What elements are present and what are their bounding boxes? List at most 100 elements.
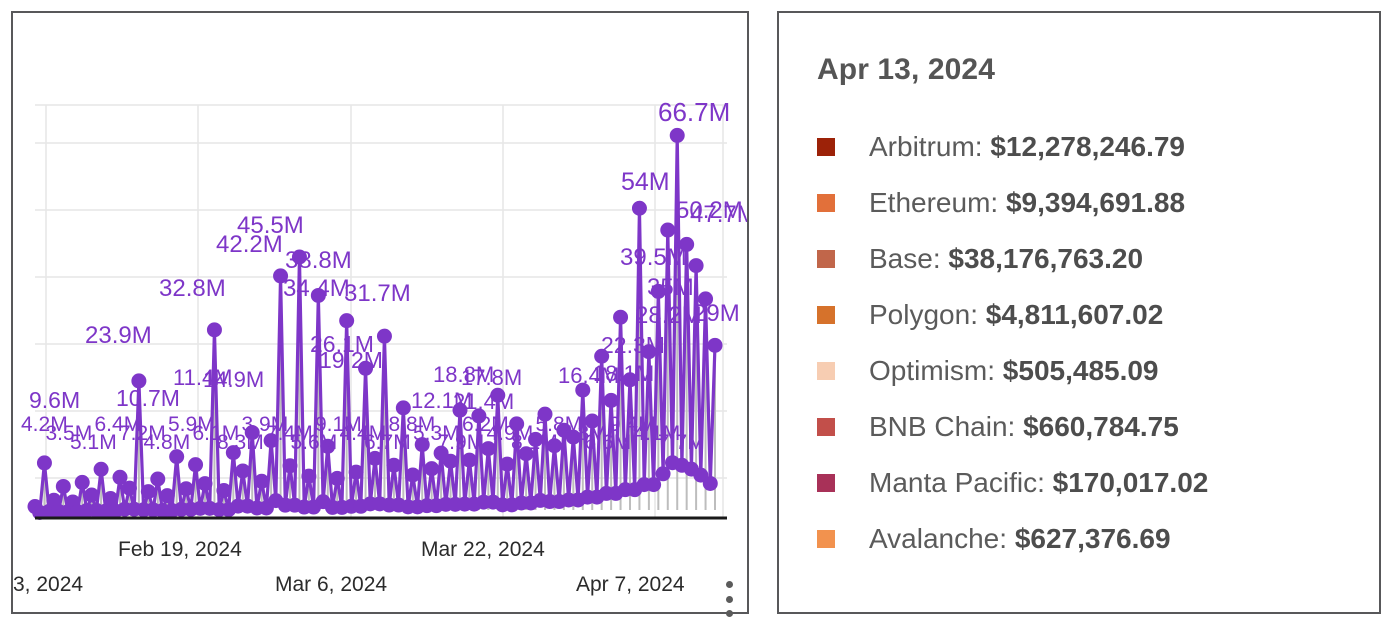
- data-point-label: 8.8M: [389, 413, 436, 436]
- data-point: [235, 463, 251, 479]
- data-point: [376, 328, 392, 344]
- data-point-label: 3.9M: [242, 413, 289, 436]
- data-point: [320, 438, 336, 454]
- tooltip-series-value: $170,017.02: [1052, 467, 1209, 498]
- tooltip-row: Base: $38,176,763.20: [817, 231, 1379, 287]
- data-point: [159, 488, 175, 504]
- series-color-swatch: [817, 474, 835, 492]
- tooltip-series-value: $4,811,607.02: [985, 299, 1164, 330]
- data-point-label: 12.1M: [411, 388, 472, 413]
- data-point-label: 22.3M: [601, 332, 665, 358]
- data-point-label: 19.2M: [319, 347, 383, 373]
- data-point-label: 18.1M: [593, 361, 654, 386]
- data-point-label: 4.1M: [634, 422, 681, 445]
- data-point: [698, 291, 714, 307]
- data-point: [282, 458, 298, 474]
- data-point: [150, 471, 166, 487]
- series-color-swatch: [817, 418, 835, 436]
- data-point-label: 47.7M: [690, 201, 747, 228]
- data-point-label: 6.6M: [585, 431, 632, 454]
- data-point-label: 4.2M: [21, 413, 68, 436]
- data-point: [528, 431, 544, 447]
- data-point: [395, 400, 411, 416]
- data-point: [565, 429, 581, 445]
- data-point-label: 6.4M: [95, 413, 142, 436]
- data-point-label: 4.4M: [340, 422, 387, 445]
- tooltip-series-name: Manta Pacific: [869, 467, 1038, 498]
- tooltip-series-value: $627,376.69: [1014, 523, 1171, 554]
- data-point: [688, 258, 704, 274]
- data-point: [301, 468, 317, 484]
- data-point: [414, 437, 430, 453]
- data-point: [707, 337, 723, 353]
- data-point-label: 4.8M: [144, 431, 191, 454]
- data-point-label: 54M: [621, 168, 670, 196]
- series-color-swatch: [817, 138, 835, 156]
- tooltip-series-list: Arbitrum: $12,278,246.79 Ethereum: $9,394…: [817, 119, 1379, 567]
- data-point-label: 8.3M: [217, 431, 264, 454]
- data-point: [244, 425, 260, 441]
- data-point: [641, 344, 657, 360]
- data-point: [55, 478, 71, 494]
- tooltip-series-name: Optimism: [869, 355, 988, 386]
- data-point: [518, 446, 534, 462]
- more-options-icon[interactable]: [722, 581, 736, 617]
- data-point-label: 5.3M: [413, 422, 460, 445]
- tooltip-series-name: BNB Chain: [869, 411, 1008, 442]
- data-point: [613, 309, 629, 325]
- chart-panel: 9.6M 23.9M 10.7M 32.8M 11.4M 14.9M 42.2M 45.5M 3…: [11, 11, 751, 617]
- data-point-label: 39.5M: [620, 244, 687, 271]
- tooltip-series-value: $660,784.75: [1023, 411, 1179, 442]
- data-point-label: 9.4M: [609, 413, 656, 436]
- data-point: [650, 283, 666, 299]
- data-point-label: 7.4M: [266, 422, 313, 445]
- data-point-label: 7.7M: [658, 431, 705, 454]
- data-point: [452, 402, 468, 418]
- series-color-swatch: [817, 306, 835, 324]
- data-point: [461, 452, 477, 468]
- data-point: [594, 348, 610, 364]
- data-point-label: 5.8M: [536, 413, 583, 436]
- data-point-label: 10.7M: [116, 385, 180, 411]
- data-point-label: 42.2M: [216, 231, 283, 258]
- tooltip-row-text: Manta Pacific: $170,017.02: [869, 467, 1209, 498]
- data-point-label: 4.9M: [487, 422, 534, 445]
- data-point: [646, 477, 662, 493]
- data-point-label: 32.8M: [159, 275, 226, 302]
- data-point: [358, 360, 374, 376]
- line-chart-plot[interactable]: 9.6M 23.9M 10.7M 32.8M 11.4M 14.9M 42.2M 45.5M 3…: [13, 13, 751, 616]
- data-point-label: 17.8M: [461, 365, 522, 390]
- tooltip-series-name: Polygon: [869, 299, 971, 330]
- tooltip-row-text: Arbitrum: $12,278,246.79: [869, 131, 1185, 162]
- data-point-label: 5.6M: [291, 431, 338, 454]
- data-point-label: 14.9M: [203, 367, 264, 392]
- data-point-label: 7.9M: [438, 431, 485, 454]
- data-point: [537, 406, 553, 422]
- data-point: [263, 433, 279, 449]
- tooltip-series-name: Base: [869, 243, 933, 274]
- data-point: [669, 127, 685, 143]
- data-point: [584, 413, 600, 429]
- tooltip-row: Avalanche: $627,376.69: [817, 511, 1379, 567]
- tooltip-row-text: Base: $38,176,763.20: [869, 243, 1144, 274]
- data-point: [84, 487, 100, 503]
- data-point: [291, 249, 307, 265]
- data-point-label: 3.5M: [46, 422, 93, 445]
- data-point: [140, 484, 156, 500]
- data-point: [36, 455, 52, 471]
- data-point-label: 45.5M: [237, 212, 304, 239]
- tooltip-row: Polygon: $4,811,607.02: [817, 287, 1379, 343]
- data-point: [348, 464, 364, 480]
- data-point: [225, 445, 241, 461]
- data-point-label: 29M: [693, 300, 740, 327]
- data-point-label: 66.7M: [658, 97, 730, 127]
- data-point-label: 6.1M: [193, 422, 240, 445]
- data-point-label: 8.1M: [511, 431, 558, 454]
- tooltip-row-text: Polygon: $4,811,607.02: [869, 299, 1164, 330]
- data-point: [367, 450, 383, 466]
- x-axis-tick-labels: 3, 2024 Feb 19, 2024 Mar 6, 2024 Mar 22, 20…: [13, 525, 747, 613]
- data-point: [702, 475, 718, 491]
- data-point: [131, 373, 147, 389]
